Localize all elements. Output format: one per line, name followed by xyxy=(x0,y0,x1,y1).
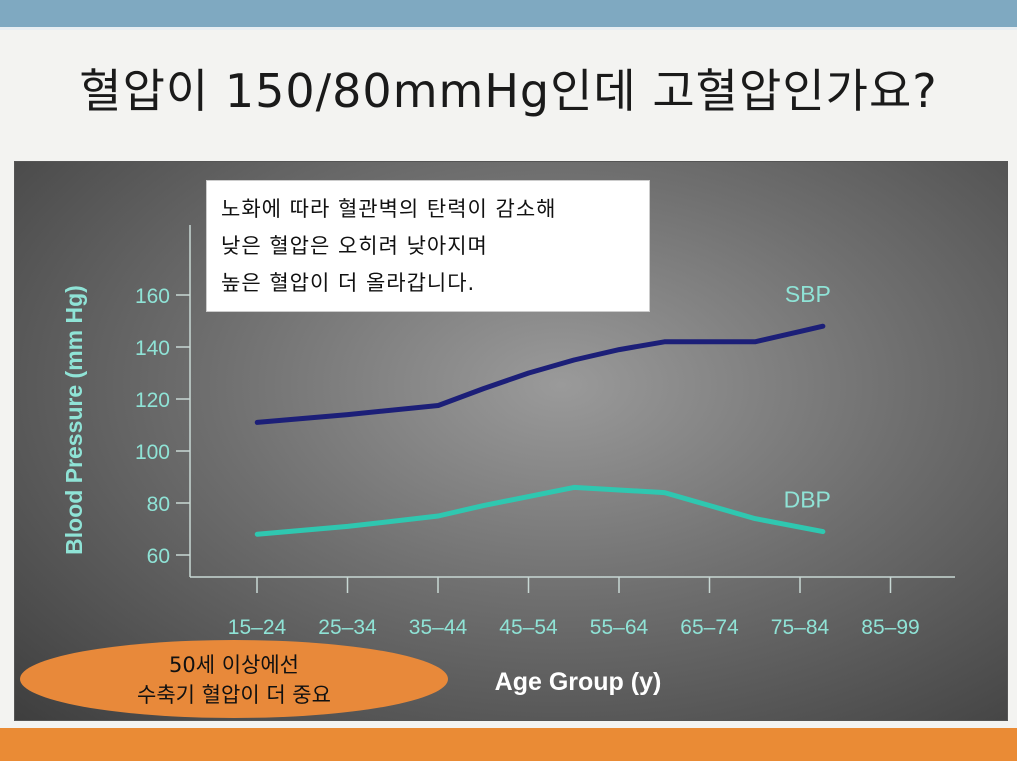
y-tick-label: 100 xyxy=(135,441,170,464)
y-tick-label: 160 xyxy=(135,285,170,308)
x-tick-label: 25–34 xyxy=(318,616,377,639)
note-line: 50세 이상에선 xyxy=(169,653,299,677)
annotation-box: 노화에 따라 혈관벽의 탄력이 감소해 낮은 혈압은 오히려 낮아지며 높은 혈… xyxy=(206,180,650,312)
y-tick-label: 80 xyxy=(147,493,170,516)
annotation-line: 낮은 혈압은 오히려 낮아지며 xyxy=(221,234,488,258)
y-axis-title: Blood Pressure (mm Hg) xyxy=(61,285,87,555)
series-lines xyxy=(254,323,826,537)
slide-title: 혈압이 150/80mmHg인데 고혈압인가요? xyxy=(79,64,938,118)
annotation-line: 높은 혈압이 더 올라갑니다. xyxy=(221,271,476,295)
axes xyxy=(176,225,955,593)
y-tick-label: 60 xyxy=(147,545,170,568)
x-tick-label: 35–44 xyxy=(409,616,468,639)
y-tick-label: 140 xyxy=(135,337,170,360)
series-line-dbp xyxy=(254,484,826,537)
x-tick-label: 75–84 xyxy=(771,616,830,639)
x-tick-label: 65–74 xyxy=(680,616,739,639)
series-label-sbp: SBP xyxy=(785,281,831,307)
header-bar xyxy=(0,0,1017,27)
x-tick-label: 85–99 xyxy=(861,616,919,639)
header-divider xyxy=(0,27,1017,30)
series-label-dbp: DBP xyxy=(784,487,831,513)
y-tick-label: 120 xyxy=(135,389,170,412)
note-ellipse: 50세 이상에선 수축기 혈압이 더 중요 xyxy=(20,640,448,718)
axis-labels: 60 80 100 120 140 160 15–24 25–34 35–44 45–54 55–6… xyxy=(61,281,920,696)
annotation-line: 노화에 따라 혈관벽의 탄력이 감소해 xyxy=(221,197,557,221)
x-tick-label: 45–54 xyxy=(499,616,558,639)
x-axis-title: Age Group (y) xyxy=(495,668,662,696)
note-line: 수축기 혈압이 더 중요 xyxy=(137,683,331,707)
series-line-sbp xyxy=(254,323,826,425)
footer-bar xyxy=(0,728,1017,761)
x-tick-label: 15–24 xyxy=(228,616,287,639)
x-tick-label: 55–64 xyxy=(590,616,649,639)
